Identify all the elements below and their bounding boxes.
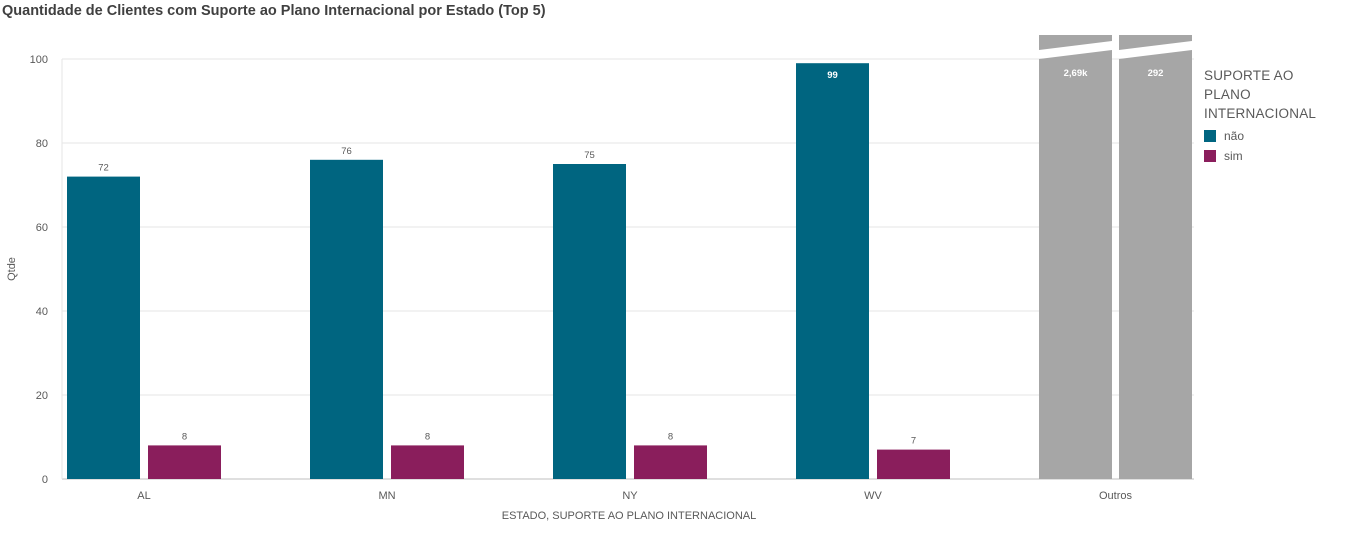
legend-label-sim: sim [1224,149,1243,163]
data-label-mn-nao: 76 [341,146,352,157]
data-label-ny-sim: 8 [668,431,673,442]
bar-al-sim [148,445,221,479]
x-tick-label-ny: NY [622,490,638,502]
legend-swatch-sim [1204,150,1216,162]
data-label-mn-sim: 8 [425,431,430,442]
y-axis-title: Qtde [6,257,18,281]
legend-title: SUPORTE AO PLANO INTERNACIONAL [1204,68,1317,121]
bar-mn-sim [391,445,464,479]
x-axis-title: ESTADO, SUPORTE AO PLANO INTERNACIONAL [502,510,756,522]
bar-al-nao [67,176,140,479]
bar-outros-1 [1119,50,1192,479]
bars [67,35,1192,480]
axes: 0 20 40 60 80 100 AL MN NY WV Outros ESTADO, SUPORT… [6,54,1133,522]
y-tick-label-0: 0 [42,474,48,486]
y-tick-label-20: 20 [36,390,48,402]
legend-item-nao[interactable]: não [1204,129,1344,143]
gridlines [61,58,1194,480]
bar-outros-0 [1039,50,1112,479]
data-labels: 72 8 76 8 75 8 99 7 2,69k 292 [98,68,1163,447]
bar-ny-nao [553,164,626,479]
x-tick-label-outros: Outros [1099,490,1133,502]
y-tick-label-100: 100 [30,54,48,66]
bar-outros-cap-1 [1119,35,1192,50]
x-tick-label-al: AL [137,490,150,502]
y-tick-label-80: 80 [36,138,48,150]
data-label-wv-sim: 7 [911,436,916,447]
data-label-al-nao: 72 [98,163,109,174]
bar-wv-sim [877,449,950,479]
data-label-wv-nao: 99 [827,70,838,81]
x-tick-label-wv: WV [864,490,882,502]
chart-title: Quantidade de Clientes com Suporte ao Pl… [2,3,546,19]
legend: SUPORTE AO PLANO INTERNACIONAL não sim [1204,66,1344,163]
data-label-outros-1: 292 [1148,68,1164,79]
legend-label-nao: não [1224,129,1245,143]
legend-item-sim[interactable]: sim [1204,149,1344,163]
y-tick-label-60: 60 [36,222,48,234]
bar-wv-nao [796,63,869,479]
bar-outros-cap-0 [1039,35,1112,50]
legend-swatch-nao [1204,130,1216,142]
data-label-al-sim: 8 [182,431,187,442]
bar-ny-sim [634,445,707,479]
data-label-outros-0: 2,69k [1064,68,1088,79]
data-label-ny-nao: 75 [584,150,595,161]
bar-mn-nao [310,159,383,480]
x-tick-label-mn: MN [378,490,395,502]
y-tick-label-40: 40 [36,306,48,318]
